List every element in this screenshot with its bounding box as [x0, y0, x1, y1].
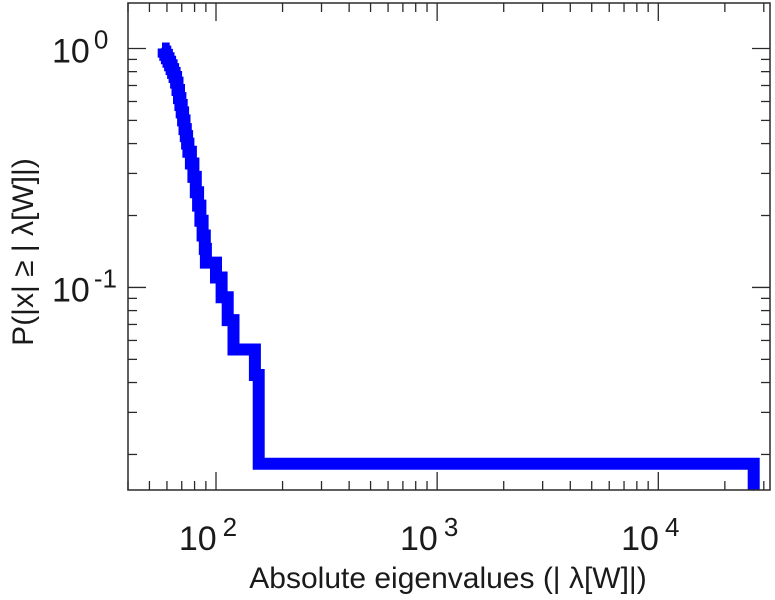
axes: 10 2 10 3 10 4 10 0 10 -1 [52, 2, 771, 558]
data-point [204, 248, 206, 250]
data-point [232, 348, 235, 351]
data-point [215, 276, 217, 279]
data-point [257, 462, 260, 465]
data-point [162, 50, 165, 53]
data-point [169, 64, 171, 67]
y-tick-label: 10 0 [52, 24, 108, 70]
x-tick-label: 10 4 [621, 512, 679, 558]
data-point [178, 97, 180, 99]
data-point [226, 319, 229, 321]
x-axis-label: Absolute eigenvalues (| λ[W]|) [249, 562, 646, 595]
data-point [220, 296, 223, 299]
data-point [190, 162, 192, 165]
data-point [166, 57, 168, 60]
data-point [173, 76, 176, 78]
data-point [164, 54, 167, 56]
series-line [157, 42, 760, 490]
data-point [187, 150, 190, 153]
data-point [179, 104, 182, 106]
data-point [186, 142, 188, 145]
data-point [170, 68, 173, 70]
data-point [161, 47, 163, 50]
data-point [194, 191, 197, 194]
data-point [172, 72, 174, 74]
data-point [175, 81, 177, 84]
data-point [199, 220, 202, 222]
data-point [180, 111, 183, 114]
data-point [184, 135, 187, 137]
y-axis-label: P(|x| ≥ | λ[W]|) [7, 158, 40, 346]
data-point [254, 374, 256, 376]
plot-frame [127, 2, 771, 491]
x-tick-label: 10 2 [179, 512, 237, 558]
data-point [192, 176, 195, 178]
x-tick-label: 10 3 [400, 512, 458, 558]
data-point [183, 128, 186, 130]
y-tick-label: 10 -1 [52, 263, 117, 309]
plot-area [157, 42, 760, 491]
data-point [197, 204, 199, 207]
data-point [176, 89, 179, 91]
data-point [167, 60, 170, 63]
data-point [201, 234, 204, 237]
data-point [205, 261, 207, 264]
data-point [182, 119, 184, 122]
